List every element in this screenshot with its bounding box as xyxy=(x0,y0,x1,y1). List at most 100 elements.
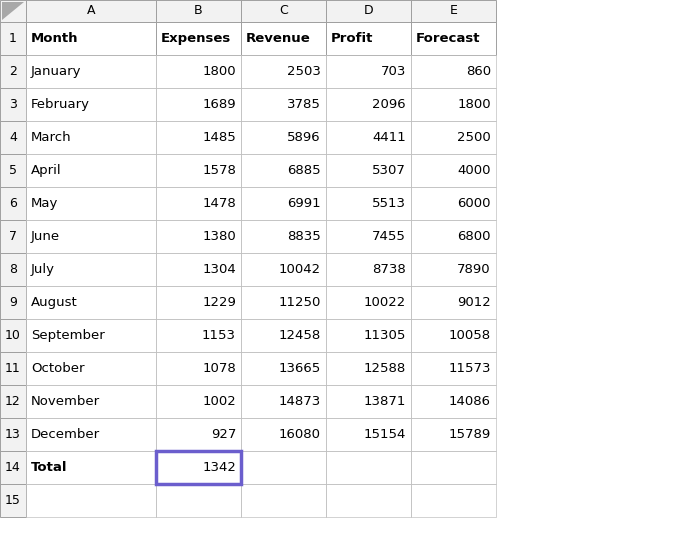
Bar xyxy=(326,88,411,121)
Bar xyxy=(0,319,26,352)
Bar xyxy=(156,385,241,418)
Text: April: April xyxy=(31,164,62,177)
Bar xyxy=(241,418,326,451)
Text: 14: 14 xyxy=(5,461,21,474)
Text: 3: 3 xyxy=(9,98,17,111)
Bar xyxy=(0,352,26,385)
Bar xyxy=(326,187,411,220)
Bar xyxy=(241,253,326,286)
Bar xyxy=(241,22,326,55)
Text: 1800: 1800 xyxy=(458,98,491,111)
Bar xyxy=(241,154,326,187)
Bar xyxy=(241,55,326,88)
Bar xyxy=(0,253,26,286)
Text: 6800: 6800 xyxy=(458,230,491,243)
Bar xyxy=(411,286,496,319)
Bar xyxy=(241,55,326,88)
Bar xyxy=(156,187,241,220)
Text: D: D xyxy=(364,4,373,18)
Text: 1578: 1578 xyxy=(202,164,236,177)
Text: 8738: 8738 xyxy=(372,263,406,276)
Bar xyxy=(26,55,156,88)
Bar xyxy=(241,484,326,517)
Bar xyxy=(26,451,156,484)
Bar xyxy=(0,121,26,154)
Text: 1078: 1078 xyxy=(202,362,236,375)
Bar xyxy=(241,253,326,286)
Bar xyxy=(326,121,411,154)
Text: 11250: 11250 xyxy=(279,296,321,309)
Bar xyxy=(156,418,241,451)
Bar xyxy=(26,0,156,22)
Bar xyxy=(156,154,241,187)
Bar xyxy=(326,451,411,484)
Text: 14873: 14873 xyxy=(279,395,321,408)
Text: August: August xyxy=(31,296,78,309)
Bar xyxy=(0,385,26,418)
Text: 5307: 5307 xyxy=(372,164,406,177)
Text: 10022: 10022 xyxy=(364,296,406,309)
Bar xyxy=(26,121,156,154)
Bar xyxy=(0,286,26,319)
Bar xyxy=(0,121,26,154)
Bar xyxy=(26,319,156,352)
Bar xyxy=(0,484,26,517)
Bar xyxy=(26,22,156,55)
Bar xyxy=(241,319,326,352)
Bar xyxy=(0,451,26,484)
Text: 10058: 10058 xyxy=(449,329,491,342)
Bar xyxy=(0,55,26,88)
Bar xyxy=(241,121,326,154)
Bar xyxy=(156,451,241,484)
Text: 14086: 14086 xyxy=(449,395,491,408)
Bar xyxy=(326,0,411,22)
Bar xyxy=(241,121,326,154)
Bar xyxy=(26,319,156,352)
Polygon shape xyxy=(2,2,24,20)
Bar xyxy=(326,220,411,253)
Bar xyxy=(411,253,496,286)
Text: July: July xyxy=(31,263,55,276)
Bar xyxy=(241,385,326,418)
Bar xyxy=(156,484,241,517)
Text: 1478: 1478 xyxy=(202,197,236,210)
Text: 1: 1 xyxy=(9,32,17,45)
Bar xyxy=(26,0,156,22)
Bar xyxy=(241,451,326,484)
Bar xyxy=(241,352,326,385)
Bar xyxy=(411,88,496,121)
Bar xyxy=(326,451,411,484)
Text: Month: Month xyxy=(31,32,79,45)
Text: Forecast: Forecast xyxy=(416,32,481,45)
Text: 5896: 5896 xyxy=(287,131,321,144)
Bar xyxy=(326,286,411,319)
Bar xyxy=(156,187,241,220)
Text: January: January xyxy=(31,65,81,78)
Text: 2: 2 xyxy=(9,65,17,78)
Text: 1002: 1002 xyxy=(202,395,236,408)
Bar xyxy=(411,385,496,418)
Bar xyxy=(411,352,496,385)
Text: 6: 6 xyxy=(9,197,17,210)
Bar xyxy=(326,121,411,154)
Bar xyxy=(326,484,411,517)
Bar xyxy=(411,451,496,484)
Text: 1689: 1689 xyxy=(202,98,236,111)
Bar xyxy=(0,55,26,88)
Bar xyxy=(241,220,326,253)
Bar xyxy=(241,319,326,352)
Text: 8835: 8835 xyxy=(287,230,321,243)
Bar xyxy=(156,352,241,385)
Bar xyxy=(411,121,496,154)
Text: September: September xyxy=(31,329,105,342)
Bar xyxy=(241,451,326,484)
Bar xyxy=(326,352,411,385)
Text: October: October xyxy=(31,362,85,375)
Bar xyxy=(241,484,326,517)
Text: 6000: 6000 xyxy=(458,197,491,210)
Bar xyxy=(26,253,156,286)
Text: 703: 703 xyxy=(380,65,406,78)
Bar xyxy=(156,319,241,352)
Bar xyxy=(26,220,156,253)
Bar xyxy=(0,319,26,352)
